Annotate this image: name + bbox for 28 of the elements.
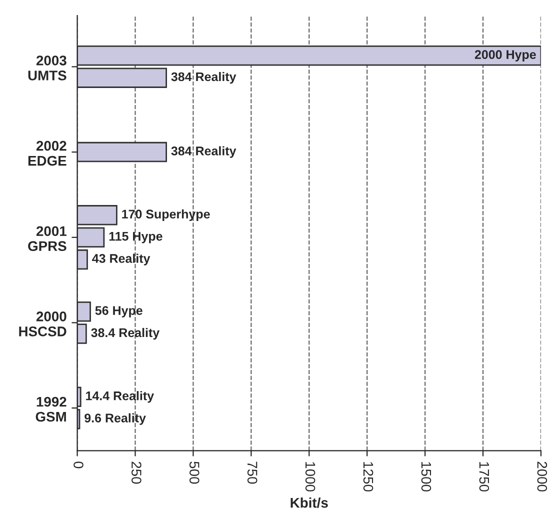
data-label: 14.4 Reality <box>86 391 154 403</box>
y-tick-label: 2002 EDGE <box>28 140 66 166</box>
x-axis-title: Kbit/s <box>290 498 328 508</box>
x-tick-label: 1250 <box>363 462 374 492</box>
data-label: 384 Reality <box>171 146 236 158</box>
y-tick-label: 2001 GPRS <box>28 226 66 252</box>
x-tick-label: 500 <box>189 462 200 484</box>
x-tick-label: 2000 <box>537 462 548 492</box>
x-tick-label: 0 <box>74 462 84 468</box>
data-label: 384 Reality <box>171 72 236 84</box>
data-label: 2000 Hype <box>474 50 536 62</box>
data-label: 43 Reality <box>92 254 150 266</box>
bar <box>77 249 88 270</box>
y-tick-label: 1992 GSM <box>36 396 66 422</box>
data-label: 38.4 Reality <box>91 328 160 340</box>
bar <box>77 324 87 344</box>
data-label: 56 Hype <box>95 306 142 318</box>
y-tick-label: 2000 HSCSD <box>19 312 66 336</box>
x-tick-label: 1000 <box>305 462 316 492</box>
data-label: 170 Superhype <box>122 209 210 222</box>
x-tick-label: 250 <box>132 462 142 484</box>
x-tick-label: 1750 <box>479 462 490 492</box>
y-tick-label: 2003 UMTS <box>28 56 66 80</box>
data-label: 9.6 Reality <box>84 413 146 425</box>
data-label: 115 Hype <box>109 232 162 244</box>
x-tick-label: 750 <box>247 462 258 484</box>
bar <box>77 301 91 322</box>
x-tick-label: 1500 <box>421 462 432 492</box>
